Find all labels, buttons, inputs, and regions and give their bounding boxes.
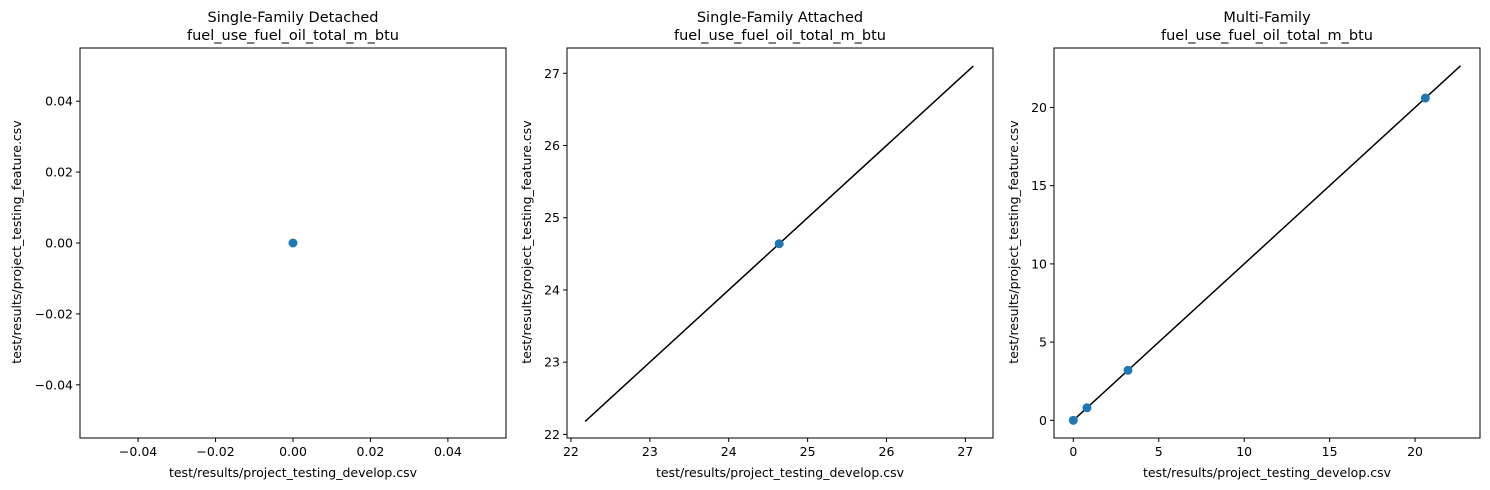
- y-axis-label: test/results/project_testing_feature.csv: [1006, 120, 1021, 364]
- y-tick-label: 24: [544, 282, 560, 297]
- x-tick-label: 10: [1236, 444, 1252, 459]
- x-tick-label: 23: [642, 444, 658, 459]
- y-tick-label: 15: [1031, 178, 1047, 193]
- panel-single-family-attached: Single-Family Attached fuel_use_fuel_oil…: [519, 10, 994, 480]
- y-tick-label: 0.02: [45, 165, 73, 180]
- panel-title: Single-Family Attached: [697, 10, 863, 26]
- x-tick-label: 0: [1069, 444, 1077, 459]
- x-tick-label: 22: [563, 444, 579, 459]
- y-tick-label: 5: [1039, 335, 1047, 350]
- y-tick-label: 0: [1039, 413, 1047, 428]
- plot-area: 0 5 10 15 20 0 5 10 15 20: [1031, 47, 1481, 459]
- x-tick-label: 0.04: [434, 444, 462, 459]
- y-tick-label: 26: [544, 138, 560, 153]
- x-tick-label: 5: [1155, 444, 1163, 459]
- y-tick-label: −0.04: [35, 377, 73, 392]
- y-tick-label: −0.02: [35, 306, 73, 321]
- plot-area: 22 23 24 25 26 27 22 23 24 25 26 27: [544, 47, 994, 459]
- x-tick-label: 26: [879, 444, 895, 459]
- x-tick-label: 24: [721, 444, 737, 459]
- x-tick-label: 0.00: [279, 444, 307, 459]
- axes-frame: [1053, 47, 1481, 439]
- y-tick-label: 20: [1031, 100, 1047, 115]
- y-axis-label: test/results/project_testing_feature.csv: [9, 120, 24, 364]
- y-tick-label: 25: [544, 210, 560, 225]
- panel-title: Multi-Family: [1223, 10, 1311, 26]
- y-tick-label: 23: [544, 355, 560, 370]
- x-tick-label: −0.02: [196, 444, 234, 459]
- axes-frame: [566, 47, 994, 439]
- x-tick-label: 27: [957, 444, 973, 459]
- y-axis-label: test/results/project_testing_feature.csv: [519, 120, 534, 364]
- x-tick-label: 20: [1407, 444, 1423, 459]
- panel-single-family-detached: Single-Family Detached fuel_use_fuel_oil…: [9, 10, 507, 480]
- data-point: [1068, 415, 1078, 425]
- x-tick-label: 0.02: [357, 444, 385, 459]
- x-tick-label: 15: [1322, 444, 1338, 459]
- x-tick-label: 25: [800, 444, 816, 459]
- data-point: [1420, 93, 1430, 103]
- x-tick-label: −0.04: [119, 444, 157, 459]
- panel-multi-family: Multi-Family fuel_use_fuel_oil_total_m_b…: [1006, 10, 1481, 480]
- y-tick-label: 10: [1031, 256, 1047, 271]
- data-point: [1082, 403, 1092, 413]
- x-axis-label: test/results/project_testing_develop.csv: [1143, 465, 1392, 480]
- y-tick-label: 27: [544, 66, 560, 81]
- y-tick-label: 22: [544, 427, 560, 442]
- x-axis-label: test/results/project_testing_develop.csv: [656, 465, 905, 480]
- data-point: [288, 238, 298, 248]
- y-tick-label: 0.00: [45, 236, 73, 251]
- data-point: [1123, 365, 1133, 375]
- panel-subtitle: fuel_use_fuel_oil_total_m_btu: [1161, 28, 1373, 44]
- panel-subtitle: fuel_use_fuel_oil_total_m_btu: [187, 28, 399, 44]
- panel-title: Single-Family Detached: [207, 10, 378, 26]
- identity-line: [1072, 65, 1462, 421]
- panel-subtitle: fuel_use_fuel_oil_total_m_btu: [674, 28, 886, 44]
- plot-area: −0.04 −0.02 0.00 0.02 0.04 −0.04 −0.02 0.00 0.02…: [35, 47, 507, 459]
- y-tick-label: 0.04: [45, 94, 73, 109]
- data-point: [774, 239, 784, 249]
- x-axis-label: test/results/project_testing_develop.csv: [169, 465, 418, 480]
